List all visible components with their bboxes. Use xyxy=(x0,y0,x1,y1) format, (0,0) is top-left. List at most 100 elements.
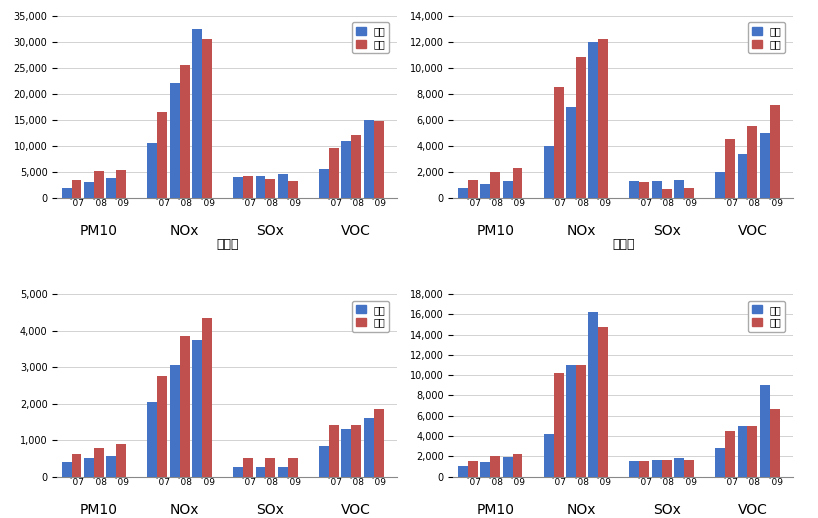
Text: 경기도: 경기도 xyxy=(612,516,635,518)
Bar xyxy=(629,181,640,198)
Bar xyxy=(147,402,157,477)
Bar xyxy=(652,181,662,198)
Bar xyxy=(170,365,180,477)
Bar xyxy=(629,462,640,477)
Bar xyxy=(725,139,735,198)
Bar xyxy=(544,434,554,477)
Bar xyxy=(157,376,167,477)
Text: 서울시: 서울시 xyxy=(612,238,635,251)
Bar xyxy=(662,189,672,198)
Bar xyxy=(502,181,513,198)
Bar xyxy=(576,365,586,477)
Bar xyxy=(715,172,725,198)
Bar xyxy=(576,57,586,198)
Bar xyxy=(554,373,564,477)
Bar xyxy=(94,171,104,198)
Bar xyxy=(490,456,500,477)
Bar xyxy=(598,326,609,477)
Bar xyxy=(106,456,116,477)
Bar xyxy=(480,183,490,198)
Bar xyxy=(544,146,554,198)
Bar xyxy=(640,182,649,198)
Bar xyxy=(170,83,180,198)
Bar xyxy=(319,445,329,477)
Bar xyxy=(233,467,243,477)
Bar xyxy=(480,463,490,477)
Bar xyxy=(684,461,694,477)
Bar xyxy=(106,178,116,198)
Bar xyxy=(351,425,362,477)
Bar xyxy=(329,149,339,198)
Bar xyxy=(202,318,212,477)
Text: 수도권: 수도권 xyxy=(216,238,239,251)
Text: 인천시: 인천시 xyxy=(216,516,239,518)
Bar xyxy=(598,39,609,198)
Bar xyxy=(715,448,725,477)
Bar xyxy=(513,454,523,477)
Legend: 계획, 실적: 계획, 실적 xyxy=(352,301,389,332)
Bar xyxy=(468,462,478,477)
Bar xyxy=(255,176,266,198)
Bar xyxy=(760,385,770,477)
Bar xyxy=(192,340,202,477)
Bar xyxy=(770,106,780,198)
Bar xyxy=(566,365,576,477)
Bar xyxy=(458,466,468,477)
Bar xyxy=(61,462,71,477)
Bar xyxy=(116,170,126,198)
Bar xyxy=(266,179,276,198)
Bar xyxy=(266,458,276,477)
Bar xyxy=(468,180,478,198)
Bar xyxy=(652,461,662,477)
Bar xyxy=(566,107,576,198)
Bar xyxy=(374,121,384,198)
Bar xyxy=(588,312,598,477)
Bar xyxy=(341,140,351,198)
Bar xyxy=(192,28,202,198)
Bar xyxy=(674,458,684,477)
Bar xyxy=(288,458,298,477)
Bar xyxy=(748,426,757,477)
Bar xyxy=(84,458,94,477)
Bar xyxy=(490,172,500,198)
Bar xyxy=(770,409,780,477)
Bar xyxy=(738,154,748,198)
Bar xyxy=(278,467,288,477)
Bar xyxy=(748,126,757,198)
Bar xyxy=(243,458,253,477)
Bar xyxy=(84,182,94,198)
Bar xyxy=(71,180,82,198)
Bar xyxy=(255,467,266,477)
Bar xyxy=(674,180,684,198)
Bar xyxy=(329,425,339,477)
Bar xyxy=(351,135,362,198)
Bar xyxy=(513,168,523,198)
Bar xyxy=(554,87,564,198)
Bar xyxy=(725,431,735,477)
Bar xyxy=(147,143,157,198)
Bar xyxy=(364,418,374,477)
Legend: 계획, 실적: 계획, 실적 xyxy=(748,301,785,332)
Bar xyxy=(233,177,243,198)
Bar xyxy=(738,426,748,477)
Bar xyxy=(288,181,298,198)
Bar xyxy=(319,169,329,198)
Bar xyxy=(157,112,167,198)
Bar xyxy=(684,188,694,198)
Bar xyxy=(588,41,598,198)
Bar xyxy=(202,39,212,198)
Bar xyxy=(458,188,468,198)
Bar xyxy=(180,65,190,198)
Bar xyxy=(94,448,104,477)
Bar xyxy=(341,429,351,477)
Bar xyxy=(364,120,374,198)
Bar xyxy=(278,175,288,198)
Legend: 계획, 실적: 계획, 실적 xyxy=(748,22,785,53)
Bar xyxy=(640,462,649,477)
Bar xyxy=(61,188,71,198)
Bar xyxy=(116,444,126,477)
Bar xyxy=(374,409,384,477)
Bar xyxy=(662,461,672,477)
Bar xyxy=(71,454,82,477)
Bar xyxy=(760,133,770,198)
